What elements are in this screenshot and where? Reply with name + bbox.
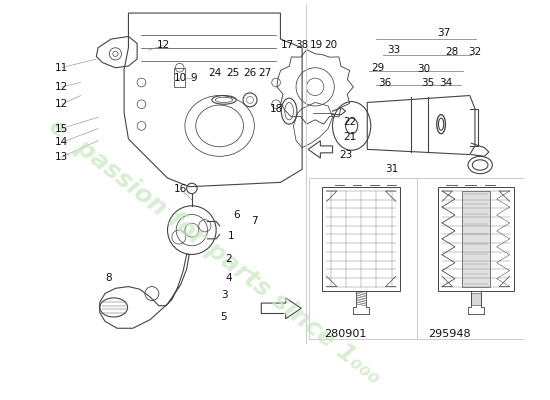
Text: 295948: 295948 (428, 329, 471, 339)
Text: 23: 23 (339, 150, 352, 160)
Text: 26: 26 (244, 68, 257, 78)
Text: 20: 20 (324, 40, 337, 50)
Text: 10: 10 (174, 73, 187, 83)
Text: 19: 19 (310, 40, 323, 50)
Bar (471, 293, 481, 305)
Text: 8: 8 (105, 273, 112, 283)
Text: 16: 16 (174, 184, 187, 194)
Text: 18: 18 (270, 104, 283, 114)
Bar (174, 68, 185, 87)
Text: 37: 37 (437, 28, 450, 38)
Text: 12: 12 (55, 99, 68, 109)
Bar (462, 191, 490, 286)
Text: 36: 36 (378, 78, 391, 88)
Text: 33: 33 (387, 45, 400, 55)
Text: 6: 6 (234, 210, 240, 220)
Text: 27: 27 (258, 68, 271, 78)
Text: 7: 7 (251, 216, 258, 226)
Text: 21: 21 (343, 132, 356, 142)
Text: 14: 14 (55, 138, 68, 148)
Text: 15: 15 (55, 124, 68, 134)
Text: 12: 12 (157, 40, 170, 50)
Text: 34: 34 (439, 78, 452, 88)
Text: 2: 2 (225, 254, 232, 264)
Text: 38: 38 (295, 40, 309, 50)
Bar (322, 187, 400, 291)
Text: 29: 29 (371, 63, 384, 73)
Text: 31: 31 (385, 164, 398, 174)
Text: 280901: 280901 (324, 329, 367, 339)
Text: e  passion for parts since 1₀₀₀: e passion for parts since 1₀₀₀ (44, 114, 386, 389)
Text: 4: 4 (225, 273, 232, 283)
Text: 24: 24 (208, 68, 222, 78)
Text: 22: 22 (343, 116, 356, 126)
Text: 35: 35 (421, 78, 434, 88)
Text: 9: 9 (190, 73, 197, 83)
Text: 17: 17 (280, 40, 294, 50)
Text: 13: 13 (55, 152, 68, 162)
Text: 1: 1 (228, 231, 234, 241)
Text: 11: 11 (55, 63, 68, 73)
Text: 5: 5 (221, 312, 227, 322)
Text: 3: 3 (221, 290, 227, 300)
Text: 25: 25 (226, 68, 239, 78)
Text: 32: 32 (469, 47, 482, 57)
Text: 28: 28 (446, 47, 459, 57)
Bar (438, 187, 514, 291)
Text: 12: 12 (55, 82, 68, 92)
Text: 30: 30 (417, 64, 430, 74)
